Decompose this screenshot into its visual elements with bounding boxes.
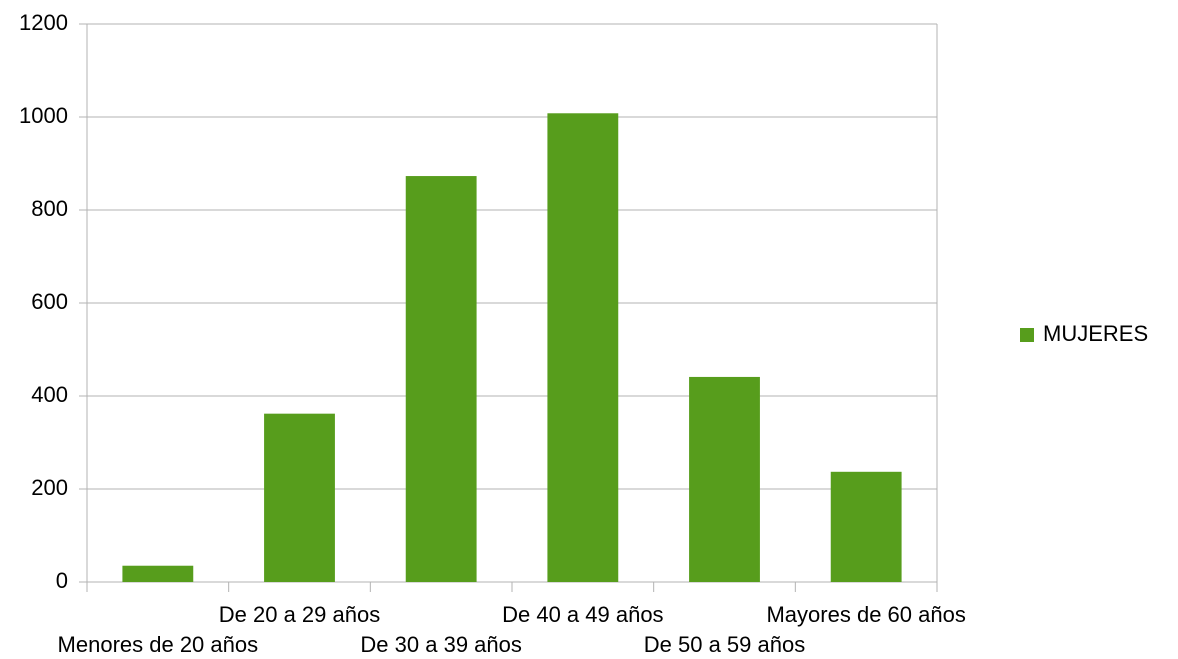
legend-label: MUJERES — [1043, 321, 1148, 346]
y-tick-label: 0 — [56, 568, 68, 593]
bar — [264, 413, 335, 582]
y-tick-label: 600 — [31, 289, 68, 314]
bar — [405, 176, 477, 582]
x-tick-label: Menores de 20 años — [58, 632, 259, 657]
y-tick-label: 1000 — [19, 103, 68, 128]
y-tick-label: 800 — [31, 196, 68, 221]
x-tick-label: De 50 a 59 años — [644, 632, 805, 657]
x-tick-label: De 20 a 29 años — [219, 602, 380, 627]
y-tick-label: 1200 — [19, 10, 68, 35]
x-tick-label: De 30 a 39 años — [360, 632, 521, 657]
bar — [547, 113, 619, 582]
y-tick-label: 200 — [31, 475, 68, 500]
x-tick-label: De 40 a 49 años — [502, 602, 663, 627]
bar — [830, 471, 902, 582]
legend-swatch — [1020, 328, 1034, 342]
bar — [122, 565, 194, 582]
bar — [689, 376, 760, 582]
x-tick-label: Mayores de 60 años — [766, 602, 965, 627]
y-tick-label: 400 — [31, 382, 68, 407]
